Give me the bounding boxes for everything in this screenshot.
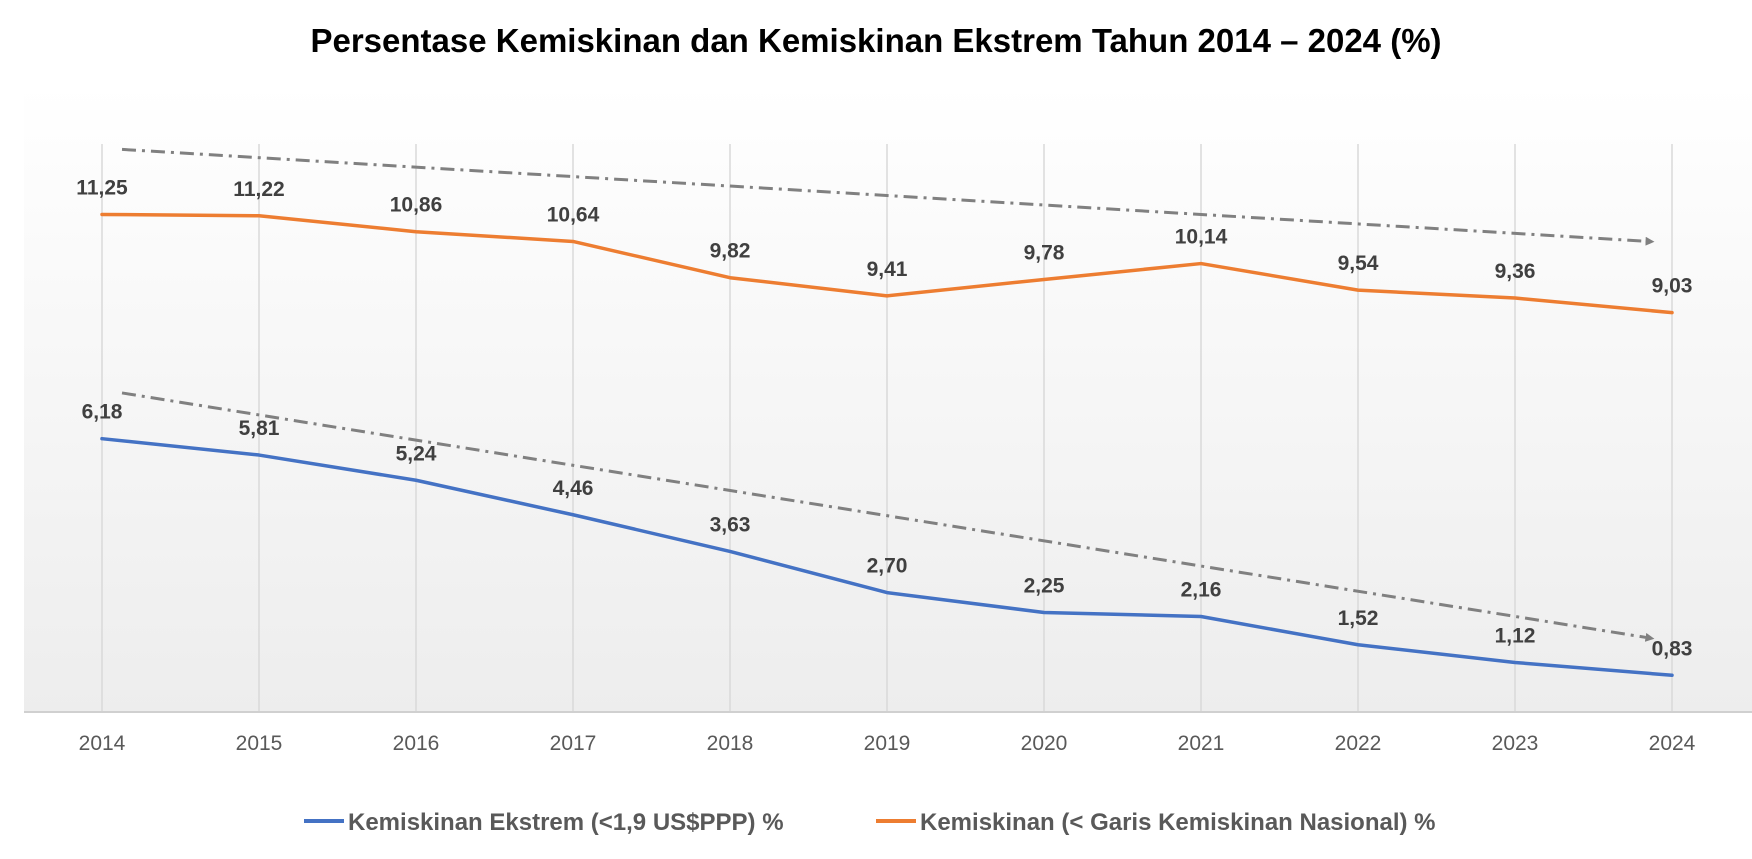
x-tick-label-2024: 2024 — [1649, 732, 1696, 755]
data-label-nasional-2017: 10,64 — [547, 203, 600, 226]
data-label-ekstrem-2021: 2,16 — [1181, 578, 1222, 601]
x-tick-labels: 2014 2015 2016 2017 2018 2019 2020 2021 2022 2023… — [79, 732, 1696, 755]
legend-label-nasional: Kemiskinan (< Garis Kemiskinan Nasional)… — [920, 809, 1436, 836]
x-tick-label-2019: 2019 — [864, 732, 911, 755]
data-labels: 6,18 5,81 5,24 4,46 3,63 2,70 2,25 2,16 1,52 1,12… — [76, 176, 1692, 660]
data-label-ekstrem-2016: 5,24 — [396, 442, 437, 465]
x-tick-label-2020: 2020 — [1021, 732, 1068, 755]
x-tick-label-2021: 2021 — [1178, 732, 1225, 755]
legend-label-ekstrem: Kemiskinan Ekstrem (<1,9 US$PPP) % — [348, 809, 784, 836]
x-tick-label-2014: 2014 — [79, 732, 126, 755]
data-label-nasional-2019: 9,41 — [867, 258, 908, 281]
data-label-nasional-2015: 11,22 — [233, 178, 284, 201]
data-label-ekstrem-2019: 2,70 — [867, 555, 908, 578]
data-label-nasional-2021: 10,14 — [1175, 226, 1228, 249]
series-line-nasional — [100, 212, 1674, 315]
data-label-nasional-2014: 11,25 — [76, 176, 128, 199]
data-label-ekstrem-2023: 1,12 — [1495, 624, 1536, 647]
x-tick-label-2023: 2023 — [1492, 732, 1539, 755]
data-label-nasional-2020: 9,78 — [1024, 241, 1065, 264]
vertical-gridlines — [101, 144, 1673, 712]
x-tick-label-2022: 2022 — [1335, 732, 1382, 755]
chart-title: Persentase Kemiskinan dan Kemiskinan Eks… — [310, 22, 1441, 59]
plot-background — [24, 84, 1752, 712]
data-label-ekstrem-2024: 0,83 — [1652, 637, 1693, 660]
trend-line-ekstrem — [121, 391, 1655, 642]
data-label-ekstrem-2020: 2,25 — [1024, 574, 1065, 597]
x-tick-label-2017: 2017 — [550, 732, 597, 755]
legend: Kemiskinan Ekstrem (<1,9 US$PPP) % Kemisk… — [304, 809, 1436, 836]
data-label-nasional-2016: 10,86 — [390, 194, 443, 217]
data-label-nasional-2023: 9,36 — [1495, 260, 1536, 283]
series-lines — [100, 212, 1674, 678]
trend-line-nasional — [121, 147, 1655, 246]
data-label-ekstrem-2018: 3,63 — [710, 513, 751, 536]
data-label-ekstrem-2014: 6,18 — [82, 401, 123, 424]
trend-lines — [121, 147, 1655, 642]
data-label-nasional-2022: 9,54 — [1338, 252, 1379, 275]
x-tick-label-2018: 2018 — [707, 732, 754, 755]
data-label-ekstrem-2017: 4,46 — [553, 477, 594, 500]
x-tick-label-2016: 2016 — [393, 732, 440, 755]
data-label-ekstrem-2022: 1,52 — [1338, 607, 1379, 630]
data-label-ekstrem-2015: 5,81 — [239, 417, 280, 440]
data-label-nasional-2024: 9,03 — [1652, 275, 1693, 298]
series-line-ekstrem — [100, 436, 1674, 678]
data-label-nasional-2018: 9,82 — [710, 240, 751, 263]
x-tick-label-2015: 2015 — [236, 732, 283, 755]
